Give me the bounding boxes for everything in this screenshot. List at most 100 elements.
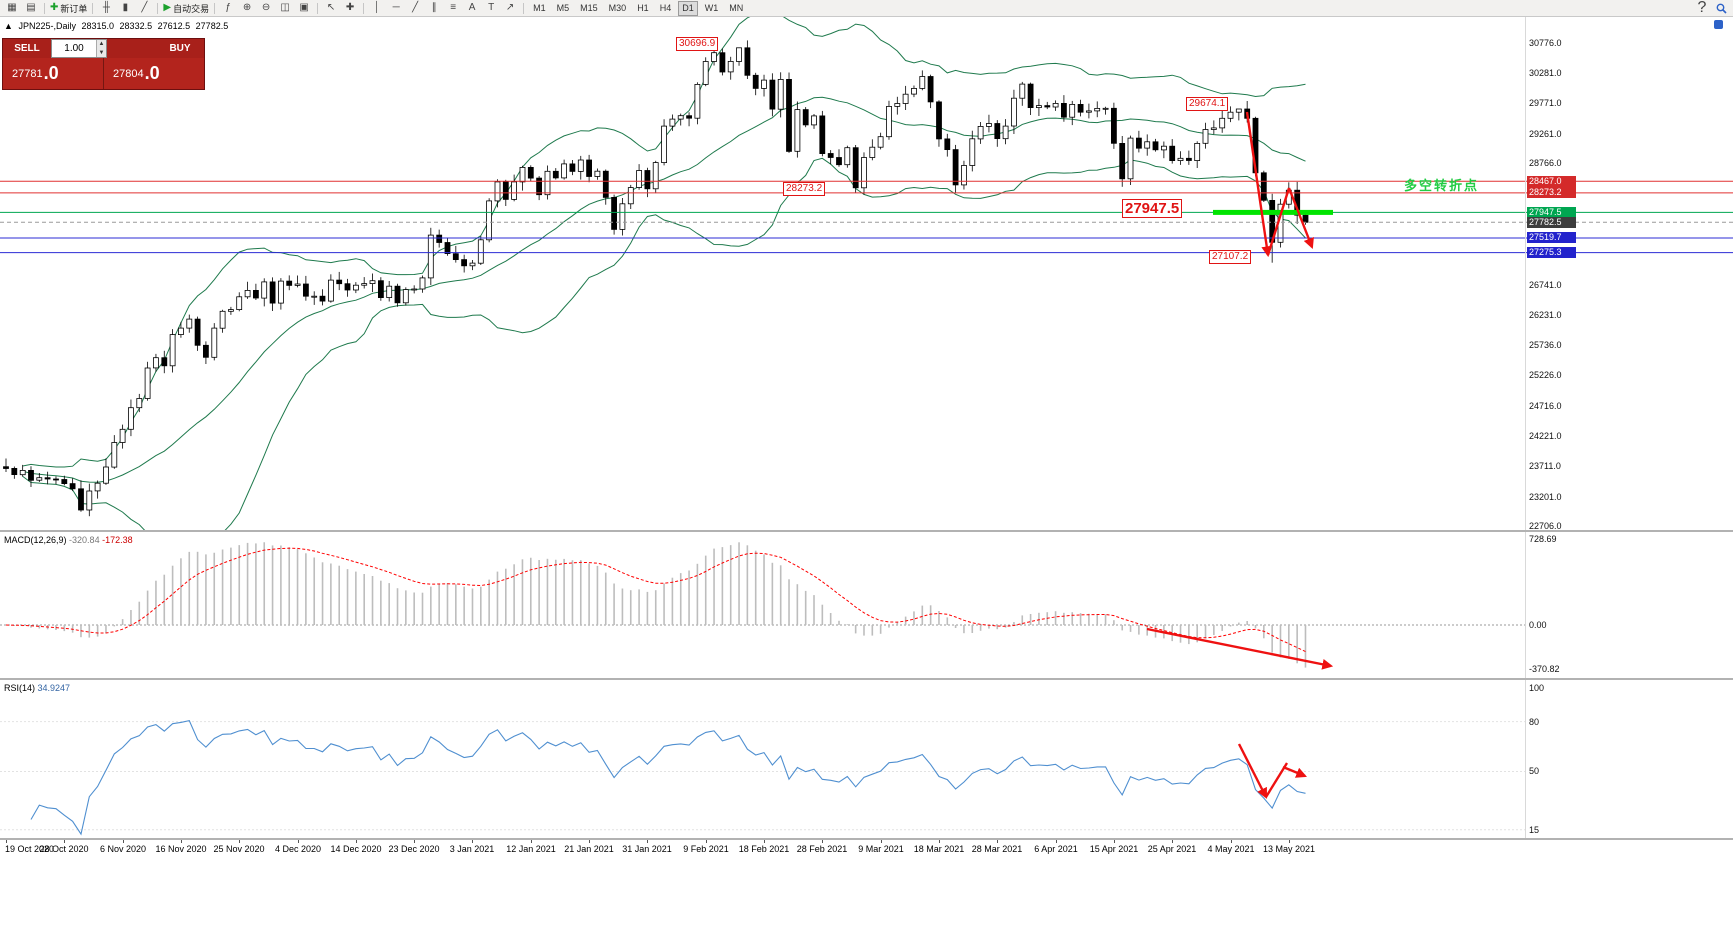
- time-axis-label: 4 Dec 2020: [274, 844, 322, 854]
- help-icon[interactable]: ?: [1697, 0, 1707, 16]
- crosshair-icon-glyph: ✚: [345, 2, 355, 13]
- time-axis-label: 16 Nov 2020: [155, 844, 207, 854]
- price-annotation[interactable]: 27107.2: [1209, 250, 1252, 264]
- rsi-value: 34.9247: [37, 683, 71, 693]
- arrow-tools-icon[interactable]: ↗: [501, 0, 519, 16]
- time-axis-tick: [356, 840, 357, 843]
- time-axis-tick: [472, 840, 473, 843]
- buy-price[interactable]: 27804.0: [103, 58, 204, 89]
- macd-panel[interactable]: MACD(12,26,9) -320.84 -172.38 728.69 0.00…: [0, 532, 1733, 678]
- timeframe-m5[interactable]: M5: [556, 3, 570, 13]
- panel-separator[interactable]: [0, 678, 1733, 680]
- volume-value[interactable]: 1.00: [64, 43, 84, 54]
- time-axis-label: 13 May 2021: [1262, 844, 1316, 854]
- ohlc-high: 28332.5: [119, 21, 153, 31]
- macd-axis-label: 0.00: [1529, 620, 1547, 630]
- time-axis-tick: [822, 840, 823, 843]
- timeframe-mn[interactable]: MN: [729, 3, 744, 13]
- chart-profiles-icon[interactable]: ▤: [22, 0, 40, 16]
- horizontal-line-icon[interactable]: ─: [387, 0, 405, 16]
- one-click-trading-panel: SELL 1.00 ▲ ▼ BUY 27781.0 27804.0: [2, 38, 205, 90]
- ohlc-bars-icon[interactable]: ╫: [97, 0, 115, 16]
- bollinger-bands: [22, 17, 1306, 530]
- price-axis-label: 24221.0: [1529, 431, 1562, 441]
- indicators-icon-glyph: ƒ: [225, 2, 231, 13]
- rsi-arrows[interactable]: [1237, 743, 1307, 799]
- level-lines[interactable]: [0, 180, 1733, 254]
- time-axis-label: 14 Dec 2020: [330, 844, 382, 854]
- autotrading-button[interactable]: ▶ 自动交易: [162, 0, 210, 16]
- time-axis-tick: [1056, 840, 1057, 843]
- zoom-in-icon[interactable]: ⊕: [238, 0, 256, 16]
- price-axis-label: 30776.0: [1529, 38, 1562, 48]
- volume-down-button[interactable]: ▼: [96, 48, 106, 57]
- candlestick-icon[interactable]: ▮: [116, 0, 134, 16]
- price-chart-panel[interactable]: ▲ JPN225-,Daily 28315.0 28332.5 27612.5 …: [0, 17, 1733, 530]
- toolbar-separator: [157, 2, 159, 14]
- volume-input[interactable]: 1.00 ▲ ▼: [51, 39, 107, 58]
- timeframe-h1[interactable]: H1: [637, 3, 649, 13]
- timeframe-h4[interactable]: H4: [659, 3, 672, 13]
- price-axis-label: 28766.0: [1529, 158, 1562, 168]
- time-axis-label: 25 Nov 2020: [213, 844, 265, 854]
- line-chart-icon[interactable]: ╱: [135, 0, 153, 16]
- support-highlight[interactable]: [1213, 209, 1333, 215]
- time-axis-label: 15 Apr 2021: [1089, 844, 1139, 854]
- time-axis-tick: [64, 840, 65, 843]
- macd-axis-label: 728.69: [1529, 534, 1557, 544]
- autotrading-button-glyph: ▶: [163, 2, 172, 13]
- ohlc-low: 27612.5: [157, 21, 191, 31]
- timeframe-m30[interactable]: M30: [608, 3, 627, 13]
- timeframe-m15[interactable]: M15: [580, 3, 598, 13]
- indicators-icon[interactable]: ƒ: [219, 0, 237, 16]
- cascade-windows-icon[interactable]: ▣: [295, 0, 313, 16]
- tile-windows-icon[interactable]: ◫: [276, 0, 294, 16]
- macd-arrow[interactable]: [1146, 627, 1334, 670]
- toolbar-separator: [214, 2, 216, 14]
- sell-price[interactable]: 27781.0: [12, 63, 59, 83]
- price-annotation[interactable]: 27947.5: [1122, 199, 1183, 218]
- time-axis-tick: [706, 840, 707, 843]
- chart-symbol-icon: ▲: [4, 21, 13, 31]
- price-annotation[interactable]: 30696.9: [676, 37, 719, 51]
- search-icon[interactable]: [1712, 0, 1730, 16]
- crosshair-icon[interactable]: ✚: [341, 0, 359, 16]
- time-axis-label: 19 Oct 2020: [5, 844, 55, 854]
- trendline-icon[interactable]: ╱: [406, 0, 424, 16]
- timeframe-d1[interactable]: D1: [678, 0, 698, 16]
- rsi-axis-label: 15: [1529, 825, 1540, 835]
- timeframe-w1[interactable]: W1: [704, 3, 719, 13]
- vertical-line-icon[interactable]: │: [368, 0, 386, 16]
- price-tag: 27947.5: [1527, 207, 1576, 218]
- trend-arrows[interactable]: [1245, 111, 1314, 258]
- label-icon[interactable]: T: [482, 0, 500, 16]
- new-chart-icon[interactable]: ▦: [3, 0, 21, 16]
- time-axis[interactable]: 19 Oct 2020 28 Oct 2020 6 Nov 2020 16 Nov 2…: [0, 840, 1733, 858]
- time-axis-tick: [123, 840, 124, 843]
- buy-button[interactable]: BUY: [156, 39, 204, 58]
- toolbar: ▦ ▤ ✚ 新订单 ╫ ▮ ╱ ▶ 自动交易 ƒ ⊕ ⊖ ◫ ▣ ↖ ✚ │ ─ ╱ ∥ ≡ A T ↗ M1 M5 M15 M30 H…: [0, 0, 1733, 17]
- timeframe-m1[interactable]: M1: [533, 3, 546, 13]
- text-icon[interactable]: A: [463, 0, 481, 16]
- price-annotation[interactable]: 29674.1: [1186, 97, 1229, 111]
- time-axis-label: 18 Feb 2021: [738, 844, 790, 854]
- panel-separator[interactable]: [0, 530, 1733, 532]
- price-tag: 27782.5: [1527, 217, 1576, 228]
- cursor-icon[interactable]: ↖: [322, 0, 340, 16]
- chart-shift-marker[interactable]: [1714, 20, 1723, 29]
- rsi-panel[interactable]: RSI(14) 34.9247 100 80 50 15: [0, 680, 1733, 838]
- zoom-out-icon[interactable]: ⊖: [257, 0, 275, 16]
- macd-label: MACD(12,26,9) -320.84 -172.38: [4, 535, 133, 545]
- ohlc-close: 27782.5: [195, 21, 229, 31]
- volume-up-button[interactable]: ▲: [96, 40, 106, 49]
- time-axis-tick: [414, 840, 415, 843]
- price-annotation[interactable]: 28273.2: [783, 182, 826, 196]
- price-axis-label: 24716.0: [1529, 401, 1562, 411]
- sell-button[interactable]: SELL: [3, 39, 51, 58]
- new-order-button[interactable]: ✚ 新订单: [49, 0, 88, 16]
- channel-icon-glyph: ∥: [431, 2, 437, 13]
- channel-icon[interactable]: ∥: [425, 0, 443, 16]
- fibonacci-icon[interactable]: ≡: [444, 0, 462, 16]
- time-axis-tick: [881, 840, 882, 843]
- note-label[interactable]: 多空转折点: [1404, 178, 1480, 193]
